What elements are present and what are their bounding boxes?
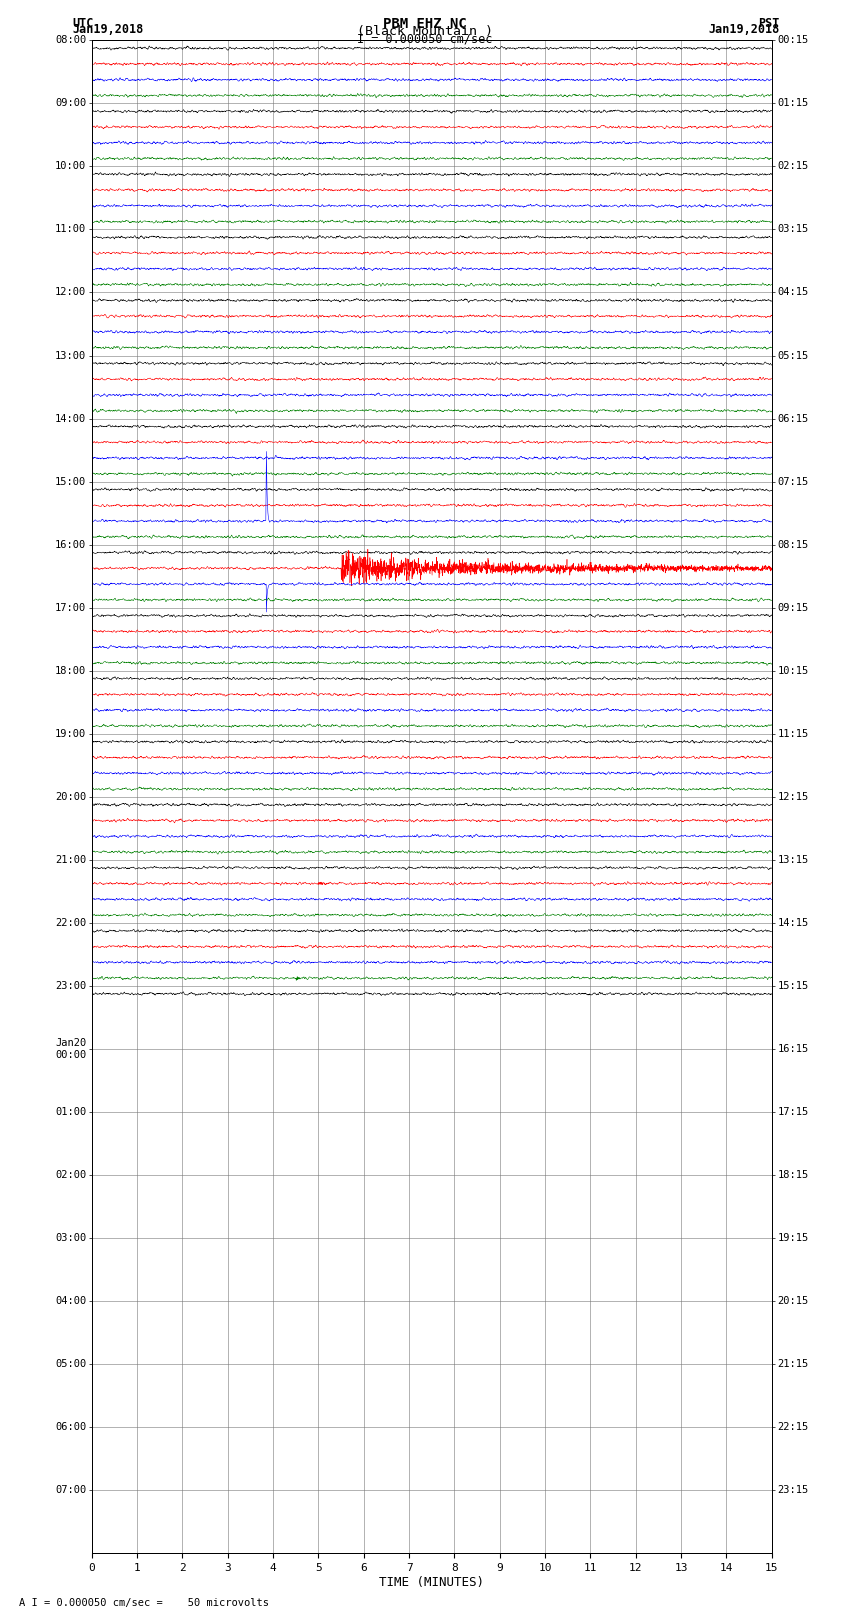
Text: PBM EHZ NC: PBM EHZ NC	[383, 18, 467, 31]
Text: (Black Mountain ): (Black Mountain )	[357, 24, 493, 39]
Text: PST: PST	[758, 18, 779, 31]
Text: I = 0.000050 cm/sec: I = 0.000050 cm/sec	[357, 32, 493, 45]
Text: A I = 0.000050 cm/sec =    50 microvolts: A I = 0.000050 cm/sec = 50 microvolts	[19, 1598, 269, 1608]
Text: Jan19,2018: Jan19,2018	[708, 24, 779, 37]
X-axis label: TIME (MINUTES): TIME (MINUTES)	[379, 1576, 484, 1589]
Text: UTC: UTC	[72, 18, 94, 31]
Text: Jan19,2018: Jan19,2018	[72, 24, 144, 37]
